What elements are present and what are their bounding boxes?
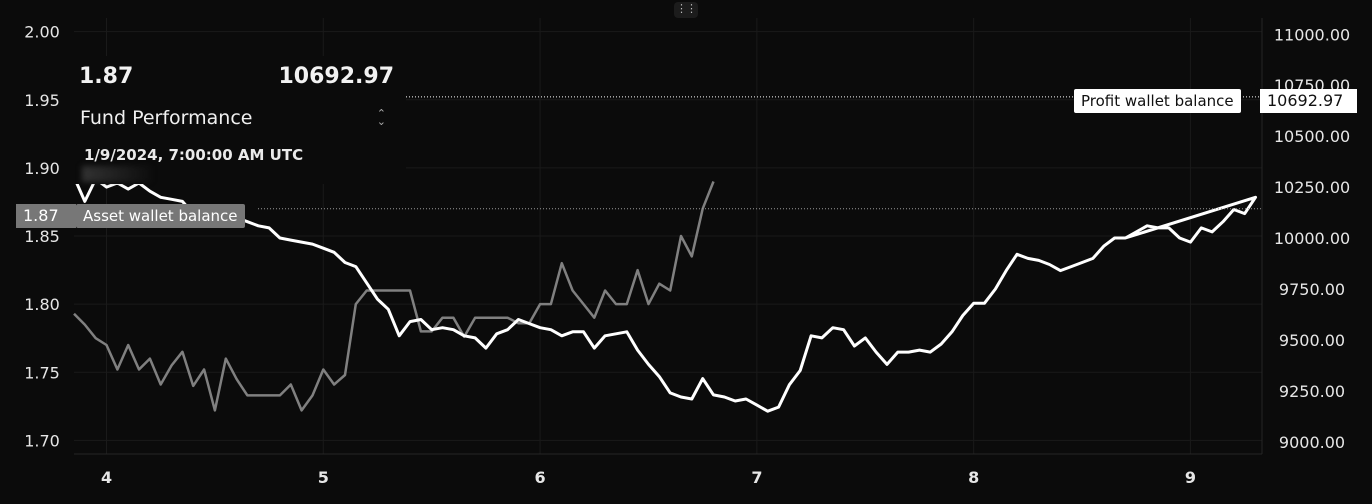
- asset-wallet-balance-line: [73, 181, 715, 412]
- x-axis-tick-label: 7: [751, 468, 762, 487]
- profit-series-tag: Profit wallet balance: [1074, 89, 1241, 113]
- left-axis-tick-label: 1.75: [24, 363, 60, 382]
- profit-price-tag: 10692.97: [1260, 89, 1357, 113]
- right-axis-tick-label: 10250.00: [1274, 178, 1350, 197]
- grip-dots-icon[interactable]: ⋮⋮: [674, 2, 698, 18]
- asset-price-tag: 1.87: [16, 204, 76, 228]
- x-axis-tick-label: 6: [535, 468, 546, 487]
- legend-panel: 1.87 10692.97 Fund Performance ⌃ ⌄ 1/9/20…: [64, 56, 406, 184]
- legend-fade: [82, 166, 152, 182]
- left-axis-tick-label: 1.70: [24, 431, 60, 450]
- x-axis-tick-label: 5: [318, 468, 329, 487]
- legend-asset-value: 1.87: [79, 64, 134, 89]
- right-axis-tick-label: 10500.00: [1274, 127, 1350, 146]
- right-axis-tick-label: 9750.00: [1279, 280, 1345, 299]
- series-selector-label: Fund Performance: [80, 107, 253, 129]
- asset-series-tag: Asset wallet balance: [76, 204, 245, 228]
- legend-profit-value: 10692.97: [278, 64, 394, 89]
- right-axis-tick-label: 9000.00: [1279, 433, 1345, 452]
- right-axis-tick-label: 9500.00: [1279, 331, 1345, 350]
- crosshair-timestamp: 1/9/2024, 7:00:00 AM UTC: [84, 146, 304, 164]
- left-axis-tick-label: 2.00: [24, 23, 60, 42]
- right-axis-tick-label: 9250.00: [1279, 382, 1345, 401]
- left-axis-tick-label: 1.80: [24, 295, 60, 314]
- left-axis-tick-label: 1.95: [24, 91, 60, 110]
- left-axis-tick-label: 1.90: [24, 159, 60, 178]
- left-axis-tick-label: 1.85: [24, 227, 60, 246]
- right-axis-tick-label: 10000.00: [1274, 229, 1350, 248]
- profit-wallet-balance-line: [72, 176, 1257, 413]
- right-axis-tick-label: 11000.00: [1274, 25, 1350, 44]
- x-axis-tick-label: 8: [968, 468, 979, 487]
- x-axis-tick-label: 9: [1185, 468, 1196, 487]
- series-selector[interactable]: Fund Performance ⌃ ⌄: [80, 104, 386, 132]
- x-axis-tick-label: 4: [101, 468, 112, 487]
- chevron-up-down-icon: ⌃ ⌄: [376, 107, 386, 128]
